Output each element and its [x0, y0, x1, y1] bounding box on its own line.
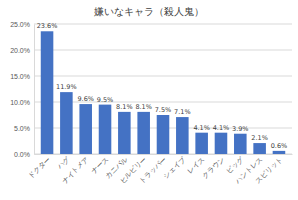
bar [79, 104, 92, 154]
x-tick-label: ナイトメア [60, 155, 90, 185]
x-tick: ハグ [55, 154, 71, 171]
x-tick-label: シェイプ [162, 155, 187, 180]
bar [234, 134, 247, 154]
bar [253, 143, 266, 154]
x-tick: ナイトメア [60, 154, 90, 185]
data-label: 8.1% [135, 103, 152, 111]
data-label: 7.1% [174, 108, 191, 116]
x-tick: シェイプ [162, 154, 187, 180]
background [0, 0, 298, 200]
bar [195, 133, 208, 154]
bar [215, 133, 228, 154]
x-tick: トラッパー [138, 154, 168, 185]
x-tick-label: ドクター [27, 155, 52, 180]
grid [34, 24, 292, 154]
data-label: 3.9% [232, 125, 249, 133]
data-label: 8.1% [116, 103, 133, 111]
bar [273, 151, 286, 154]
bar [137, 112, 150, 154]
x-axis-line [35, 154, 293, 155]
y-tick-label: 5.0% [14, 125, 30, 132]
grid-line [34, 102, 292, 103]
y-tick-label: 0.0% [14, 151, 30, 158]
x-tick-label: ハグ [55, 155, 71, 171]
x-tick-label: スピリット [254, 155, 284, 185]
y-tick-label: 25.0% [10, 21, 30, 28]
grid-line [34, 50, 292, 51]
chart-container: 嫌いなキャラ（殺人鬼） 0.0% 5.0% 10.0% 15.0% 20.0% 25.0% ド… [0, 0, 298, 200]
bar [99, 105, 112, 154]
bar [176, 117, 189, 154]
chart-svg: 嫌いなキャラ（殺人鬼） 0.0% 5.0% 10.0% 15.0% 20.0% 25.0% ド… [0, 0, 298, 200]
data-labels: 23.6%11.9%9.6%9.5%8.1%8.1%7.5%7.1%4.1%4.… [37, 22, 287, 150]
bars [41, 31, 285, 154]
y-tick: 0.0% [14, 151, 34, 158]
y-tick-label: 10.0% [10, 99, 30, 106]
bar [118, 112, 131, 154]
bar [157, 115, 170, 154]
grid-line [34, 76, 292, 77]
data-label: 9.5% [97, 96, 114, 104]
data-label: 4.1% [193, 124, 210, 132]
x-tick-label: クラウン [201, 155, 226, 180]
data-label: 9.6% [77, 95, 94, 103]
y-tick: 25.0% [10, 21, 34, 28]
grid-line [34, 24, 292, 25]
data-label: 4.1% [213, 124, 230, 132]
x-tick-label: トラッパー [138, 155, 168, 185]
x-tick: クラウン [201, 154, 226, 180]
y-tick: 5.0% [14, 125, 34, 132]
x-tick: ドクター [27, 154, 52, 181]
y-tick-label: 15.0% [10, 73, 30, 80]
y-tick-label: 20.0% [10, 47, 30, 54]
x-axis: ドクターハグナイトメアナースカニバルヒルビリートラッパーシェイプレイスクラウンピ… [27, 154, 293, 186]
y-axis-line [34, 25, 35, 155]
chart-title: 嫌いなキャラ（殺人鬼） [94, 6, 204, 17]
bar [41, 31, 54, 154]
data-label: 0.6% [271, 142, 288, 150]
y-tick: 20.0% [10, 47, 34, 54]
data-label: 2.1% [251, 134, 268, 142]
data-label: 11.9% [56, 83, 77, 91]
data-label: 7.5% [155, 106, 172, 114]
data-label: 23.6% [37, 22, 58, 30]
y-tick: 10.0% [10, 99, 34, 106]
y-axis: 0.0% 5.0% 10.0% 15.0% 20.0% 25.0% [10, 21, 34, 158]
bar [60, 92, 73, 154]
x-tick: スピリット [254, 154, 284, 185]
plot: 0.0% 5.0% 10.0% 15.0% 20.0% 25.0% ドクターハグナイトメアナ… [10, 21, 292, 186]
y-tick: 15.0% [10, 73, 34, 80]
